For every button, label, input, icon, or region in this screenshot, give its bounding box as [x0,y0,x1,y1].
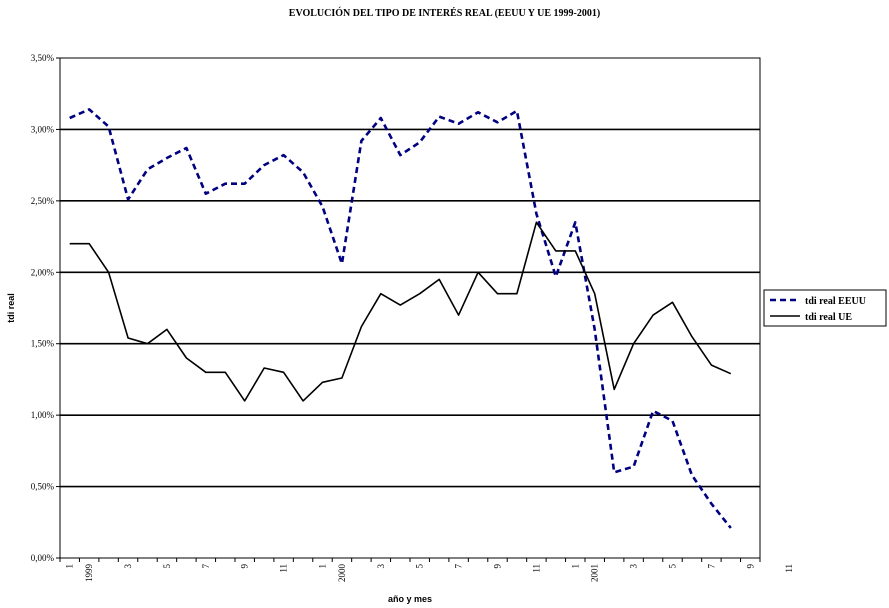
y-tick-label: 2,00% [31,267,55,277]
x-tick-label: 3 [629,564,639,569]
x-tick-label: 1 [318,564,328,569]
y-tick-label: 0,00% [31,553,55,563]
y-axis-title: tdi real [6,293,16,323]
gridlines [60,128,760,488]
series-line [69,221,732,402]
x-tick-label: 1 [65,564,75,569]
y-tick-label: 3,50% [31,53,55,63]
chart-title: EVOLUCIÓN DEL TIPO DE INTERÉS REAL (EEUU… [288,8,601,19]
x-tick-label: 9 [745,564,755,569]
x-tick-label: 9 [493,564,503,569]
legend-label: tdi real EEUU [805,296,866,307]
x-tick-label: 5 [415,564,425,569]
legend-box [763,289,887,327]
y-tick-label: 1,50% [31,339,55,349]
x-tick-label: 11 [531,564,541,573]
x-tick-label: 1999 [84,564,94,583]
x-tick-label: 5 [162,564,172,569]
x-tick-label: 9 [240,564,250,569]
x-tick-label: 11 [784,564,794,573]
tick-labels: 0,00% 0,50% 1,00% 1,50% 2,00% 2,50% 3,00% 3,50%… [31,53,794,582]
x-tick-label: 7 [454,564,464,569]
y-tick-label: 2,50% [31,196,55,206]
x-tick-label: 1 [570,564,580,569]
x-tick-label: 2001 [590,564,600,582]
y-tick-label: 1,00% [31,410,55,420]
x-tick-label: 11 [279,564,289,573]
x-tick-label: 7 [706,564,716,569]
x-tick-label: 2000 [337,564,347,583]
legend: tdi real EEUU tdi real UE [763,289,887,327]
x-axis-title: año y mes [388,594,432,604]
plot-frame [59,57,761,559]
axes [56,57,761,562]
series-lines [69,108,732,529]
y-tick-label: 3,00% [31,124,55,134]
x-tick-label: 3 [123,564,133,569]
legend-label: tdi real UE [805,312,852,323]
x-tick-label: 3 [376,564,386,569]
x-tick-label: 5 [668,564,678,569]
x-tick-label: 7 [201,564,211,569]
y-tick-label: 0,50% [31,482,55,492]
series-line [69,108,732,529]
